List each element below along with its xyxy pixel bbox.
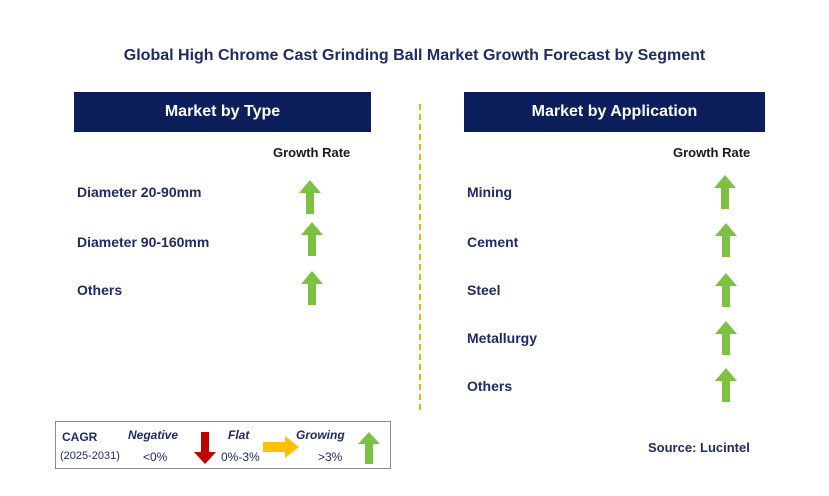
application-panel-header: Market by Application: [464, 92, 765, 132]
legend-flat-label: Flat: [228, 428, 250, 442]
growing-arrow-icon: [301, 271, 323, 305]
growing-arrow-icon: [358, 432, 380, 464]
type-row-label-3: Others: [77, 282, 123, 298]
legend-growing-range: >3%: [318, 450, 343, 464]
type-growth-rate-label: Growth Rate: [273, 145, 351, 160]
legend-negative-range: <0%: [143, 450, 168, 464]
growing-arrow-icon: [715, 273, 737, 307]
growing-arrow-icon: [715, 223, 737, 257]
application-row-label-1: Mining: [467, 184, 513, 200]
cagr-legend: CAGR (2025-2031) Negative <0% Flat 0%-3%…: [55, 421, 391, 469]
growing-arrow-icon: [715, 321, 737, 355]
growing-arrow-icon: [301, 222, 323, 256]
flat-arrow-icon: [263, 436, 299, 458]
legend-negative-label: Negative: [128, 428, 179, 442]
growing-arrow-icon: [715, 368, 737, 402]
negative-arrow-icon: [194, 432, 216, 464]
source-note: Source: Lucintel: [648, 440, 750, 455]
panel-divider: [419, 104, 421, 410]
type-panel-header: Market by Type: [74, 92, 371, 132]
application-row-label-3: Steel: [467, 282, 501, 298]
page-title: Global High Chrome Cast Grinding Ball Ma…: [123, 47, 706, 64]
legend-cagr-label: CAGR: [62, 430, 98, 444]
type-row-label-1: Diameter 20-90mm: [77, 184, 202, 200]
type-row-label-2: Diameter 90-160mm: [77, 234, 210, 250]
legend-growing-label: Growing: [296, 428, 345, 442]
application-row-label-2: Cement: [467, 234, 519, 250]
application-row-label-4: Metallurgy: [467, 330, 538, 346]
application-row-label-5: Others: [467, 378, 513, 394]
legend-flat-range: 0%-3%: [221, 450, 260, 464]
legend-period: (2025-2031): [60, 450, 120, 462]
application-growth-rate-label: Growth Rate: [673, 145, 751, 160]
growing-arrow-icon: [299, 180, 321, 214]
growing-arrow-icon: [714, 175, 736, 209]
